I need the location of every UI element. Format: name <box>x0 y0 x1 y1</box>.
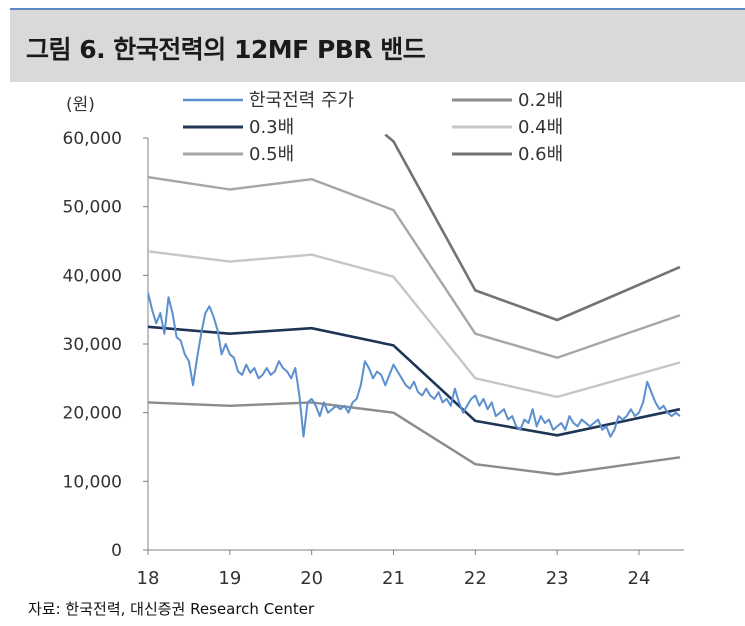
x-tick-label: 18 <box>137 568 160 589</box>
x-tick-label: 20 <box>300 568 323 589</box>
series-line-pbr-0-5 <box>148 175 681 359</box>
x-tick-label: 22 <box>464 568 487 589</box>
pbr-band-chart: 0 10,000 20,000 30,000 40,000 50,000 60,000 (원)… <box>63 90 684 589</box>
legend-label: 0.4배 <box>518 117 563 138</box>
y-tick-label: 60,000 <box>63 129 122 149</box>
legend-label: 0.3배 <box>249 117 294 138</box>
y-tick-label: 50,000 <box>63 198 122 218</box>
x-tick-label: 24 <box>628 568 651 589</box>
y-unit-label: (원) <box>66 95 95 115</box>
x-tick-label: 23 <box>546 568 569 589</box>
legend-label: 0.5배 <box>249 144 294 165</box>
series-line-pbr-0-2 <box>148 401 681 476</box>
source-note: 자료: 한국전력, 대신증권 Research Center <box>28 600 315 618</box>
x-tick-label: 21 <box>382 568 405 589</box>
y-tick-label: 10,000 <box>63 472 122 492</box>
figure-title: 그림 6. 한국전력의 12MF PBR 밴드 <box>26 35 426 64</box>
series-line-pbr-0-6 <box>384 134 681 322</box>
legend-label: 0.6배 <box>518 144 563 165</box>
x-tick-label: 19 <box>218 568 241 589</box>
series-line-price <box>148 292 681 438</box>
y-tick-label: 30,000 <box>63 335 122 355</box>
series-line-pbr-0-4 <box>148 250 681 399</box>
legend-label: 0.2배 <box>518 90 563 111</box>
y-tick-label: 40,000 <box>63 266 122 286</box>
series-line-pbr-0-3 <box>148 325 681 437</box>
figure-header: 그림 6. 한국전력의 12MF PBR 밴드 <box>10 8 745 82</box>
legend-label: 한국전력 주가 <box>249 90 354 111</box>
y-tick-label: 0 <box>111 541 122 561</box>
y-tick-label: 20,000 <box>63 404 122 424</box>
